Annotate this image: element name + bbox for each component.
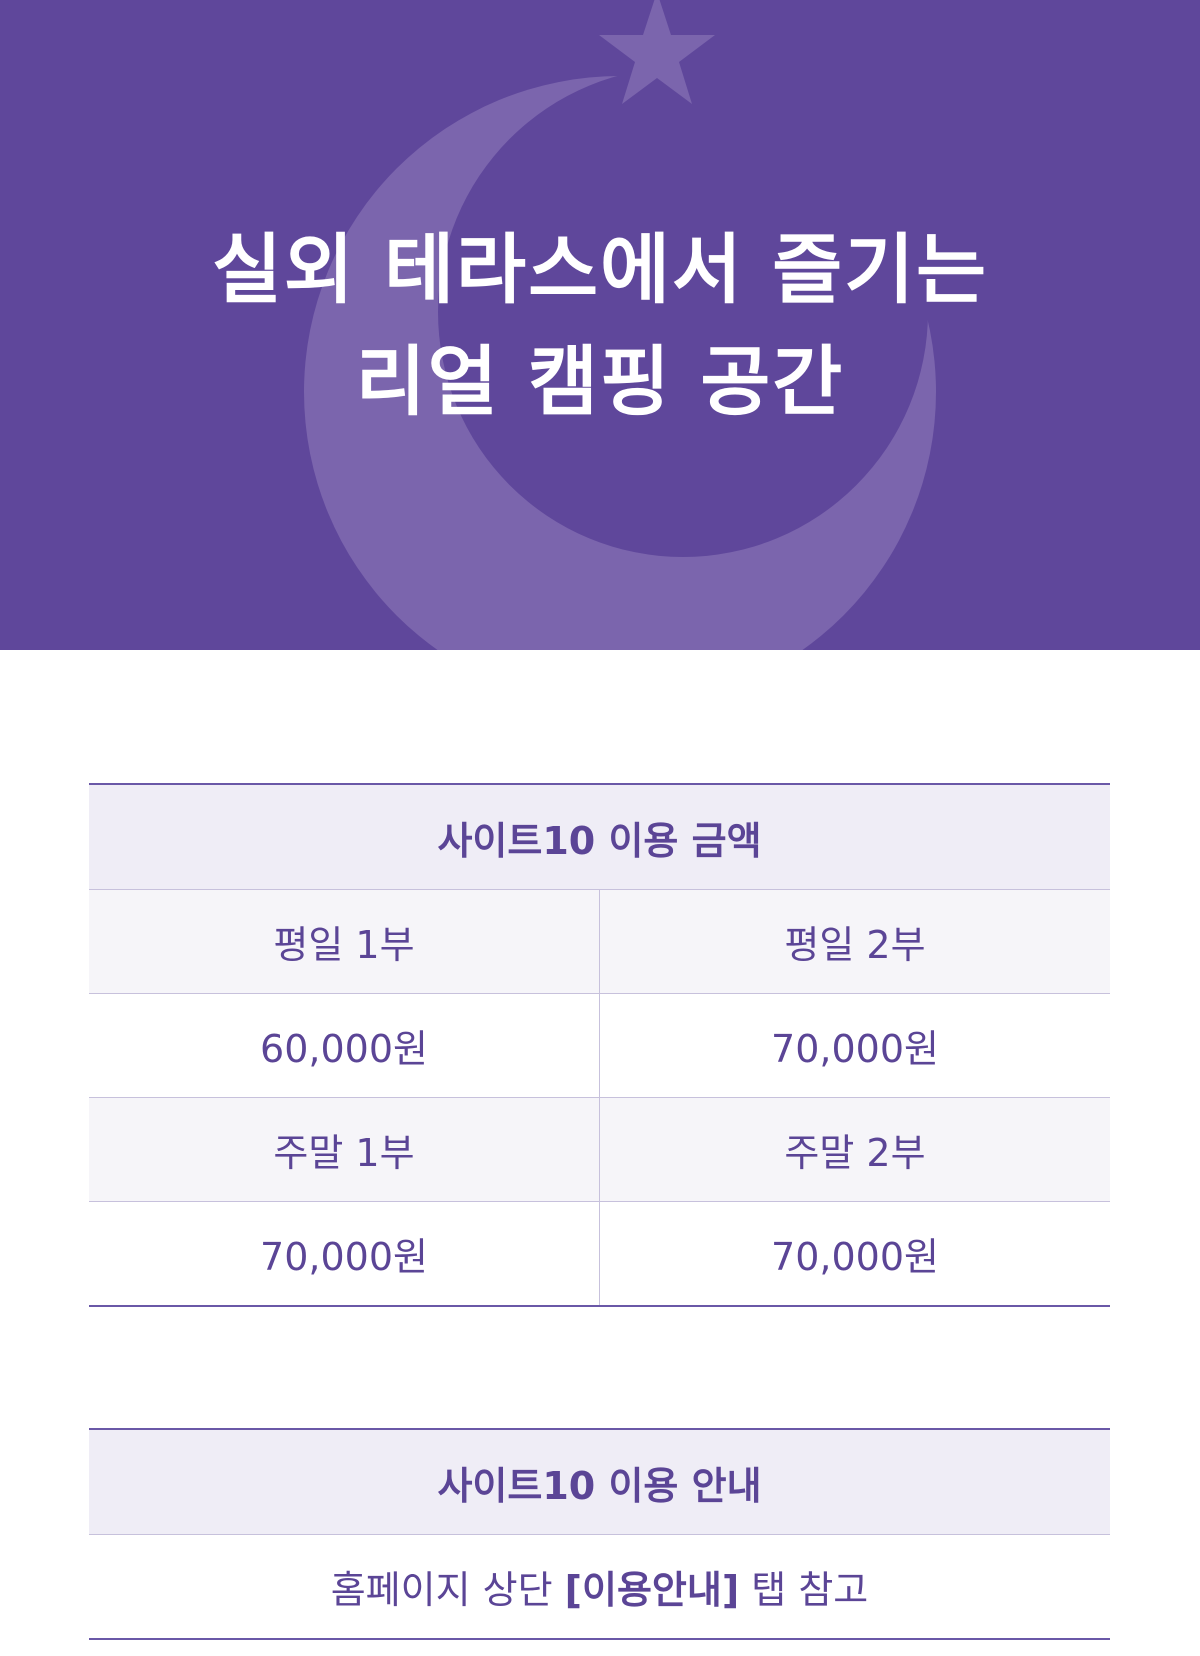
weekday-part2-price: 70,000원 (599, 994, 1110, 1097)
banner-title-line-2: 리얼 캠핑 공간 (355, 337, 845, 426)
table-row: 60,000원 70,000원 (89, 993, 1110, 1097)
info-text: 홈페이지 상단 [이용안내] 탭 참고 (89, 1535, 1110, 1638)
info-table: 사이트10 이용 안내 홈페이지 상단 [이용안내] 탭 참고 (89, 1428, 1110, 1640)
weekday-part2-label: 평일 2부 (599, 890, 1110, 993)
table-row: 평일 1부 평일 2부 (89, 889, 1110, 993)
star-icon (599, 0, 715, 104)
weekend-part2-price: 70,000원 (599, 1202, 1110, 1305)
info-text-before: 홈페이지 상단 (330, 1568, 565, 1612)
info-row: 홈페이지 상단 [이용안내] 탭 참고 (89, 1534, 1110, 1638)
table-row: 70,000원 70,000원 (89, 1201, 1110, 1305)
price-table-title: 사이트10 이용 금액 (437, 818, 762, 863)
hero-banner: 실외 테라스에서 즐기는 리얼 캠핑 공간 (0, 0, 1200, 650)
moon-decoration (304, 0, 936, 650)
price-table-header: 사이트10 이용 금액 (89, 785, 1110, 889)
price-table: 사이트10 이용 금액 평일 1부 평일 2부 60,000원 70,000원 … (89, 783, 1110, 1307)
info-text-after: 탭 참고 (739, 1568, 869, 1612)
banner-title-line-1: 실외 테라스에서 즐기는 (211, 225, 989, 314)
weekday-part1-label: 평일 1부 (273, 923, 415, 967)
crescent-moon-icon (304, 76, 936, 650)
weekend-part1-label: 주말 1부 (273, 1131, 415, 1175)
weekend-part1-price: 70,000원 (260, 1235, 428, 1279)
info-text-highlight: [이용안내] (564, 1568, 740, 1612)
info-table-title: 사이트10 이용 안내 (437, 1463, 762, 1508)
info-table-header: 사이트10 이용 안내 (89, 1430, 1110, 1534)
weekday-part1-price: 60,000원 (260, 1027, 428, 1071)
table-row: 주말 1부 주말 2부 (89, 1097, 1110, 1201)
weekend-part2-label: 주말 2부 (599, 1098, 1110, 1201)
